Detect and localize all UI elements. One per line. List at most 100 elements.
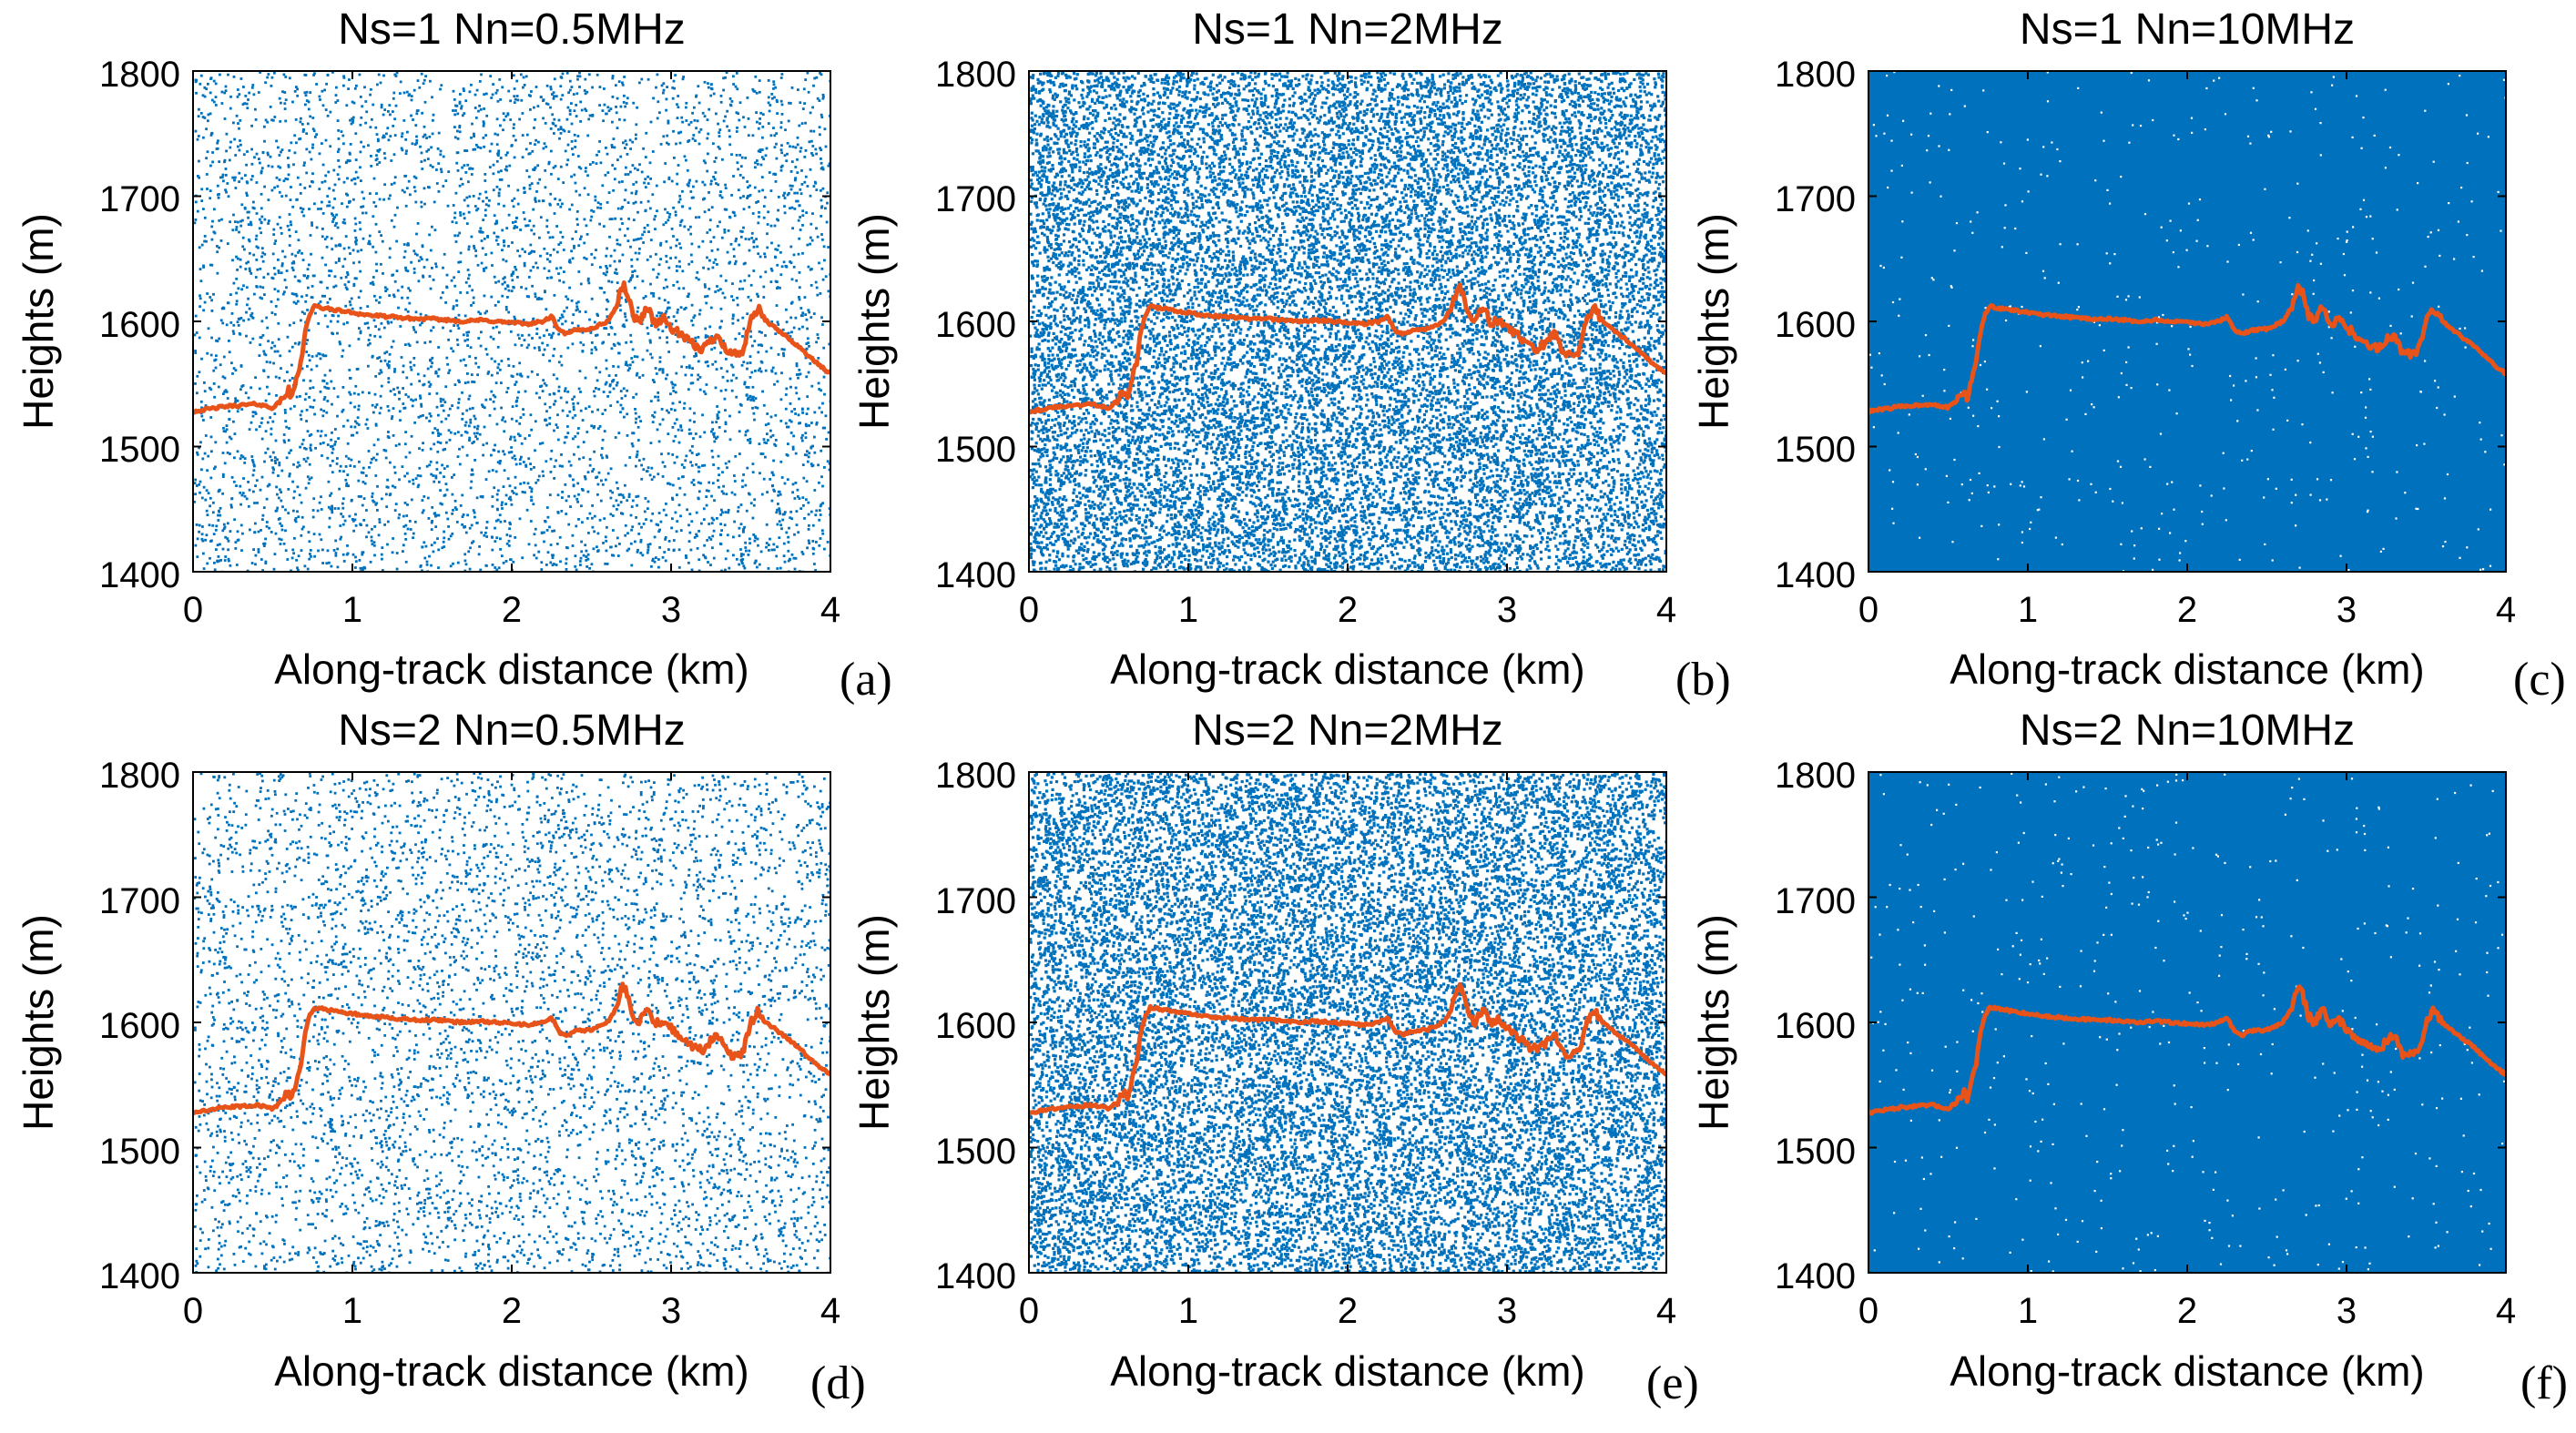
- noise-photon: [286, 371, 289, 373]
- noise-photon: [520, 455, 523, 459]
- noise-photon: [822, 375, 826, 379]
- noise-photon: [742, 116, 745, 119]
- noise-photon: [750, 237, 754, 239]
- noise-photon: [821, 323, 824, 326]
- noise-photon: [439, 432, 443, 436]
- noise-photon: [676, 182, 678, 186]
- noise-photon: [635, 180, 638, 184]
- noise-photon: [290, 252, 294, 256]
- noise-photon: [540, 384, 544, 388]
- noise-photon: [212, 533, 216, 535]
- noise-photon: [533, 250, 536, 253]
- noise-photon: [640, 477, 644, 481]
- noise-photon: [433, 442, 436, 446]
- noise-photon: [443, 467, 446, 470]
- noise-photon: [486, 372, 490, 375]
- noise-photon: [237, 122, 239, 125]
- noise-photon: [344, 465, 348, 468]
- noise-photon: [420, 160, 423, 163]
- noise-photon: [209, 164, 212, 168]
- noise-photon: [639, 200, 643, 204]
- noise-photon: [652, 294, 656, 298]
- noise-photon: [714, 171, 718, 174]
- noise-photon: [405, 90, 409, 94]
- noise-photon: [513, 435, 516, 439]
- noise-photon: [423, 100, 427, 104]
- noise-photon: [649, 519, 653, 523]
- noise-photon: [724, 557, 728, 561]
- noise-photon: [311, 386, 315, 390]
- noise-photon: [496, 366, 500, 370]
- noise-photon: [697, 85, 700, 88]
- noise-photon: [282, 542, 286, 545]
- noise-photon: [367, 450, 371, 452]
- noise-photon: [498, 178, 502, 181]
- noise-photon: [472, 301, 475, 304]
- noise-photon: [780, 113, 784, 116]
- noise-photon: [685, 556, 687, 559]
- noise-photon: [634, 137, 637, 140]
- noise-photon: [503, 469, 506, 473]
- noise-photon: [610, 218, 614, 220]
- noise-photon: [263, 293, 266, 296]
- noise-photon: [577, 493, 580, 496]
- noise-photon: [435, 461, 439, 464]
- noise-photon: [828, 468, 830, 472]
- noise-photon: [748, 184, 751, 188]
- noise-photon: [200, 468, 203, 472]
- noise-photon: [695, 95, 697, 98]
- noise-photon: [415, 141, 418, 145]
- noise-photon: [520, 442, 524, 445]
- noise-photon: [776, 567, 779, 570]
- noise-photon: [638, 163, 641, 167]
- noise-photon: [746, 312, 749, 316]
- noise-photon: [607, 333, 610, 336]
- noise-photon: [449, 431, 453, 434]
- noise-photon: [802, 476, 806, 480]
- noise-photon: [476, 263, 480, 267]
- noise-photon: [247, 216, 249, 219]
- noise-photon: [584, 107, 586, 111]
- noise-photon: [466, 513, 469, 517]
- noise-photon: [618, 543, 621, 545]
- noise-photon: [749, 299, 752, 302]
- noise-photon: [482, 219, 485, 221]
- noise-photon: [743, 382, 747, 386]
- noise-photon: [792, 326, 796, 330]
- noise-photon: [378, 518, 382, 521]
- noise-photon: [239, 119, 242, 122]
- noise-photon: [743, 126, 747, 128]
- noise-photon: [596, 545, 598, 549]
- noise-photon: [223, 525, 227, 529]
- noise-photon: [198, 483, 201, 486]
- noise-photon: [463, 314, 467, 318]
- noise-photon: [251, 459, 254, 462]
- noise-photon: [588, 512, 592, 515]
- noise-photon: [217, 196, 220, 199]
- noise-photon: [789, 207, 791, 210]
- noise-photon: [599, 161, 603, 165]
- noise-photon: [477, 109, 480, 113]
- noise-photon: [292, 321, 296, 325]
- noise-photon: [263, 252, 267, 256]
- noise-photon: [780, 151, 784, 155]
- noise-photon: [347, 484, 350, 488]
- noise-photon: [621, 83, 625, 86]
- noise-photon: [452, 204, 455, 207]
- noise-photon: [223, 390, 227, 393]
- noise-photon: [585, 109, 588, 112]
- noise-photon: [468, 284, 472, 288]
- noise-photon: [657, 395, 660, 399]
- noise-photon: [473, 432, 476, 435]
- noise-photon: [654, 395, 657, 399]
- noise-photon: [442, 155, 445, 158]
- noise-photon: [361, 503, 364, 507]
- noise-photon: [748, 537, 751, 541]
- noise-photon: [241, 245, 245, 249]
- noise-photon: [336, 320, 340, 323]
- noise-photon: [553, 132, 555, 135]
- noise-photon: [568, 473, 572, 477]
- noise-photon: [777, 503, 779, 505]
- noise-photon: [661, 418, 665, 422]
- noise-photon: [330, 320, 332, 323]
